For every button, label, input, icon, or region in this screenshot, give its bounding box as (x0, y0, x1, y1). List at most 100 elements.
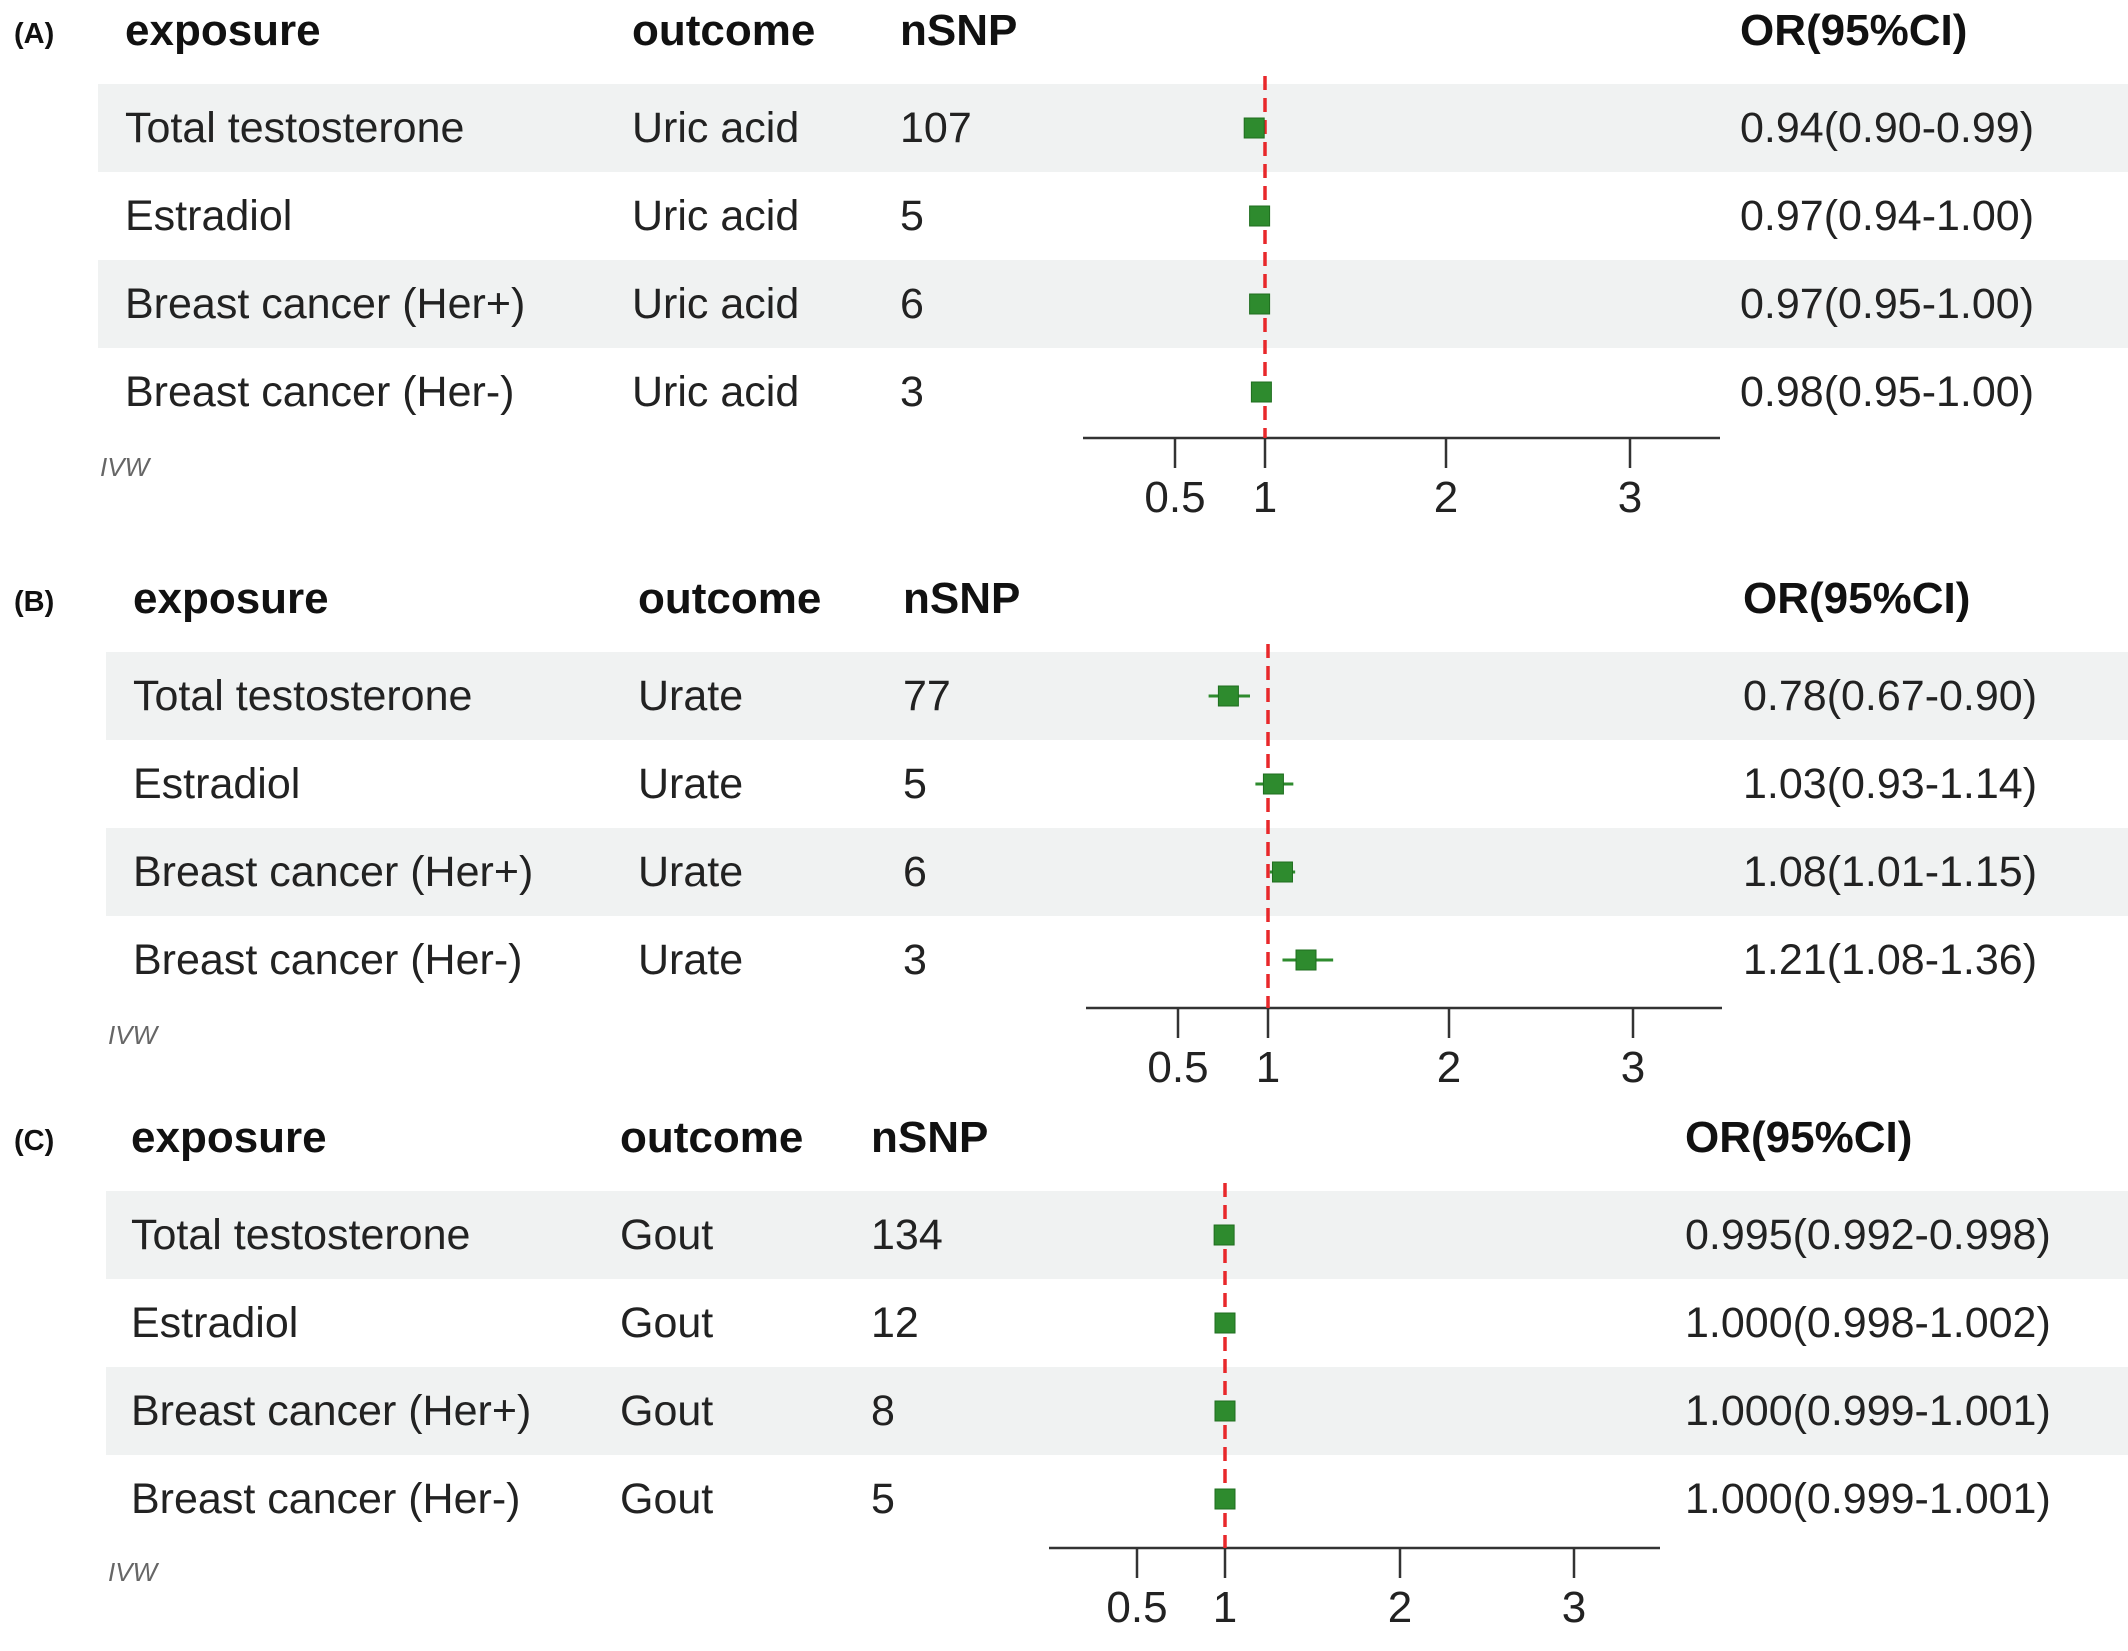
cell-nsnp: 3 (903, 936, 927, 984)
effect-marker (1214, 1312, 1236, 1334)
column-header-outcome: outcome (632, 6, 816, 55)
cell-exposure: Breast cancer (Her+) (125, 280, 526, 328)
cell-text: 1.21(1.08-1.36) (1743, 936, 2038, 984)
cell-exposure: Total testosterone (131, 1211, 471, 1259)
cell-exposure: Estradiol (125, 192, 293, 240)
column-header-nsnp: nSNP (900, 6, 1018, 55)
effect-marker (1249, 205, 1271, 227)
effect-marker (1249, 293, 1271, 315)
column-header-or: OR(95%CI) (1743, 574, 1971, 623)
panel-label: (B) (14, 586, 55, 618)
cell-outcome: Gout (620, 1475, 714, 1523)
cell-outcome: Gout (620, 1299, 714, 1347)
effect-marker (1214, 1400, 1236, 1422)
cell-text: 1.000(0.999-1.001) (1685, 1475, 2051, 1523)
cell-nsnp: 107 (900, 104, 972, 152)
cell-text: 1.03(0.93-1.14) (1743, 760, 2038, 808)
panel-label: (A) (14, 18, 55, 50)
cell-nsnp: 12 (871, 1299, 919, 1347)
x-tick-label: 1 (1256, 1043, 1280, 1092)
x-tick-label: 2 (1437, 1043, 1461, 1092)
cell-exposure: Breast cancer (Her+) (133, 848, 534, 896)
cell-nsnp: 6 (900, 280, 924, 328)
cell-exposure: Breast cancer (Her-) (133, 936, 523, 984)
column-header-nsnp: nSNP (871, 1113, 989, 1162)
column-header-outcome: outcome (638, 574, 822, 623)
forest-plot-area: 0.5 1 2 3 (1086, 644, 1722, 1092)
table-row: Breast cancer (Her-) Uric acid 3 0.98(0.95-… (98, 348, 2128, 436)
forest-panel: (B) exposure outcome nSNP OR(95%CI) Total tes… (0, 568, 2128, 1112)
method-label: IVW (100, 452, 150, 482)
cell-text: 1.000(0.998-1.002) (1685, 1299, 2051, 1347)
forest-panel: (C) exposure outcome nSNP OR(95%CI) Total tes… (0, 1107, 2128, 1651)
cell-nsnp: 77 (903, 672, 951, 720)
cell-text: 1.08(1.01-1.15) (1743, 848, 2038, 896)
effect-marker (1214, 1488, 1236, 1510)
column-header-or: OR(95%CI) (1740, 6, 1968, 55)
column-header-or: OR(95%CI) (1685, 1113, 1913, 1162)
panel-label: (C) (14, 1125, 55, 1157)
cell-nsnp: 134 (871, 1211, 943, 1259)
table-row: Total testosterone Urate 77 0.78(0.67-0.90) (106, 652, 2128, 740)
column-header-outcome: outcome (620, 1113, 804, 1162)
cell-exposure: Estradiol (133, 760, 301, 808)
cell-text: 0.94(0.90-0.99) (1740, 104, 2035, 152)
table-row: Breast cancer (Her+) Urate 6 1.08(1.01-1.15… (106, 828, 2128, 916)
forest-panel: (A) exposure outcome nSNP OR(95%CI) Total tes… (0, 0, 2128, 544)
table-row: Breast cancer (Her+) Gout 8 1.000(0.999-1.0… (106, 1367, 2128, 1455)
cell-exposure: Total testosterone (125, 104, 465, 152)
x-tick-label: 2 (1434, 473, 1458, 522)
cell-text: 0.97(0.95-1.00) (1740, 280, 2035, 328)
effect-marker (1213, 1224, 1235, 1246)
cell-outcome: Gout (620, 1387, 714, 1435)
cell-nsnp: 5 (900, 192, 924, 240)
x-tick-label: 1 (1213, 1583, 1237, 1632)
cell-outcome: Urate (638, 760, 744, 808)
column-header-exposure: exposure (125, 6, 321, 55)
column-header-exposure: exposure (131, 1113, 327, 1162)
cell-text: 0.78(0.67-0.90) (1743, 672, 2038, 720)
cell-outcome: Urate (638, 936, 744, 984)
cell-nsnp: 5 (871, 1475, 895, 1523)
cell-text: 0.995(0.992-0.998) (1685, 1211, 2051, 1259)
cell-exposure: Estradiol (131, 1299, 299, 1347)
x-tick-label: 3 (1621, 1043, 1645, 1092)
cell-nsnp: 8 (871, 1387, 895, 1435)
effect-marker (1243, 117, 1265, 139)
effect-marker (1295, 949, 1317, 971)
cell-nsnp: 5 (903, 760, 927, 808)
cell-outcome: Uric acid (632, 192, 800, 240)
column-header-exposure: exposure (133, 574, 329, 623)
column-header-nsnp: nSNP (903, 574, 1021, 623)
cell-nsnp: 3 (900, 368, 924, 416)
table-row: Estradiol Gout 12 1.000(0.998-1.002) (106, 1279, 2128, 1367)
cell-outcome: Uric acid (632, 280, 800, 328)
x-tick-label: 0.5 (1106, 1583, 1167, 1632)
cell-text: 1.000(0.999-1.001) (1685, 1387, 2051, 1435)
cell-outcome: Uric acid (632, 104, 800, 152)
x-tick-label: 0.5 (1144, 473, 1205, 522)
table-row: Breast cancer (Her-) Urate 3 1.21(1.08-1.36… (106, 916, 2128, 1004)
cell-outcome: Gout (620, 1211, 714, 1259)
table-row: Estradiol Urate 5 1.03(0.93-1.14) (106, 740, 2128, 828)
cell-exposure: Breast cancer (Her-) (131, 1475, 521, 1523)
cell-exposure: Breast cancer (Her+) (131, 1387, 532, 1435)
cell-outcome: Uric acid (632, 368, 800, 416)
effect-marker (1262, 773, 1284, 795)
table-row: Total testosterone Uric acid 107 0.94(0.90-… (98, 84, 2128, 172)
cell-exposure: Breast cancer (Her-) (125, 368, 515, 416)
cell-text: 0.97(0.94-1.00) (1740, 192, 2035, 240)
cell-outcome: Urate (638, 672, 744, 720)
x-tick-label: 3 (1618, 473, 1642, 522)
cell-nsnp: 6 (903, 848, 927, 896)
forest-plot-area: 0.5 1 2 3 (1049, 1183, 1660, 1632)
x-tick-label: 1 (1253, 473, 1277, 522)
effect-marker (1250, 381, 1272, 403)
x-tick-label: 2 (1388, 1583, 1412, 1632)
x-tick-label: 3 (1562, 1583, 1586, 1632)
method-label: IVW (108, 1020, 158, 1050)
effect-marker (1217, 685, 1239, 707)
cell-text: 0.98(0.95-1.00) (1740, 368, 2035, 416)
method-label: IVW (108, 1557, 158, 1587)
table-row: Total testosterone Gout 134 0.995(0.992-0.9… (106, 1191, 2128, 1279)
